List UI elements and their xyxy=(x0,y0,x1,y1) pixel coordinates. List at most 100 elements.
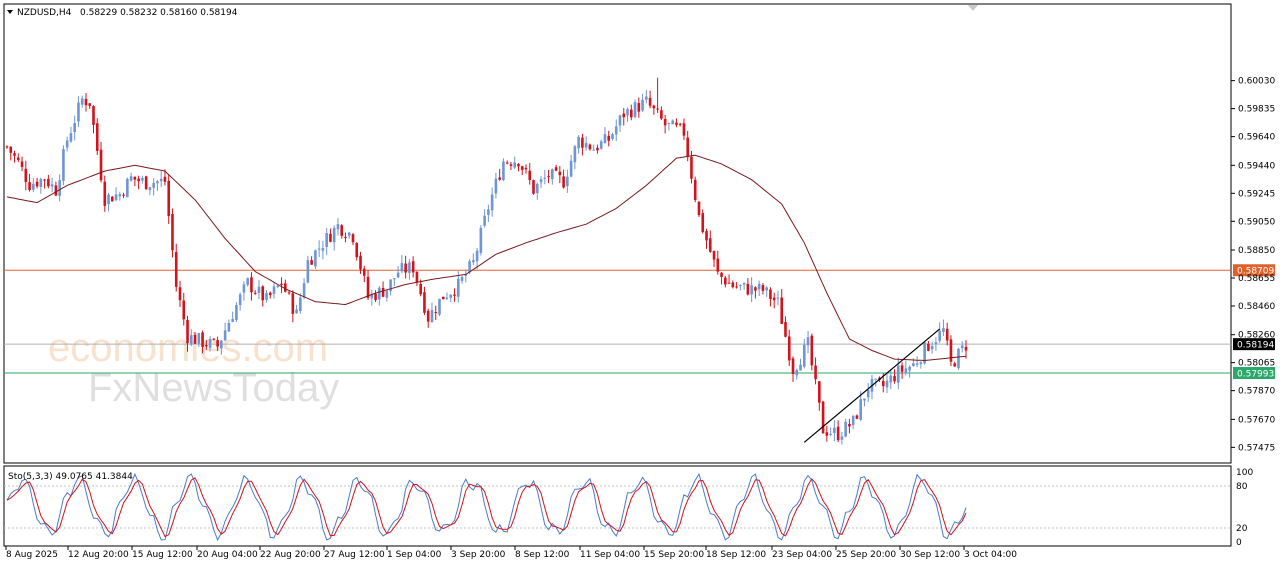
shift-marker-icon[interactable] xyxy=(968,5,978,11)
candle-body xyxy=(468,261,471,273)
candle-body xyxy=(257,286,261,293)
candle-body xyxy=(426,310,430,322)
candle-body xyxy=(24,168,28,182)
stochastic-main-line xyxy=(6,472,967,542)
candle-body xyxy=(701,213,705,233)
stochastic-tick-label: 80 xyxy=(1236,482,1248,492)
candle-body xyxy=(908,366,911,371)
candle-body xyxy=(265,292,268,300)
candle-body xyxy=(472,260,475,263)
time-tick-label: 30 Sep 12:00 xyxy=(900,550,960,560)
time-axis: 8 Aug 2025 12 Aug 20:00 15 Aug 12:00 20 Aug… xyxy=(5,546,1017,560)
candle-body xyxy=(152,182,155,188)
candle-body xyxy=(953,363,957,367)
candle-body xyxy=(438,298,441,315)
stochastic-tick-label: 0 xyxy=(1236,538,1242,548)
candle-body xyxy=(825,432,829,436)
candle-body xyxy=(656,108,659,110)
candle-body xyxy=(163,176,167,182)
candle-body xyxy=(378,287,381,300)
candle-body xyxy=(32,183,35,190)
candle-body xyxy=(347,232,351,236)
candle-body xyxy=(851,415,855,426)
candle-body xyxy=(321,248,325,251)
price-tick-label: 0.57475 xyxy=(1238,443,1275,453)
candle-body xyxy=(370,293,374,299)
candle-body xyxy=(712,251,716,260)
candle-body xyxy=(362,268,366,276)
candle-body xyxy=(332,227,336,243)
candle-body xyxy=(103,181,107,206)
candle-body xyxy=(430,309,434,323)
candle-body xyxy=(934,342,938,345)
candle-body xyxy=(415,271,419,283)
candle-body xyxy=(299,297,302,312)
candle-body xyxy=(945,328,949,341)
candle-body xyxy=(769,289,772,300)
candle-body xyxy=(13,153,16,156)
candle-body xyxy=(50,184,54,187)
candle-body xyxy=(374,293,377,301)
candle-body xyxy=(784,322,787,337)
time-tick-label: 8 Aug 2025 xyxy=(6,550,58,560)
candle-body xyxy=(351,234,355,243)
candle-body xyxy=(652,105,656,109)
candle-body xyxy=(340,225,344,236)
candle-body xyxy=(686,137,690,157)
candle-body xyxy=(829,433,832,435)
candle-body xyxy=(99,149,103,181)
candle-body xyxy=(35,181,39,187)
candle-body xyxy=(535,183,539,194)
stochastic-layer xyxy=(4,472,1231,542)
candle-body xyxy=(562,176,565,188)
candle-body xyxy=(927,343,930,351)
candle-body xyxy=(159,178,163,182)
time-tick-label: 3 Oct 04:00 xyxy=(964,550,1017,560)
candle-body xyxy=(182,300,186,320)
candle-body xyxy=(20,161,24,167)
time-tick-label: 15 Aug 12:00 xyxy=(132,550,193,560)
candle-body xyxy=(678,123,682,125)
candle-body xyxy=(949,339,953,362)
candle-body xyxy=(141,178,144,181)
price-tick-label: 0.57870 xyxy=(1238,387,1275,397)
candle-body xyxy=(174,252,178,287)
candle-body xyxy=(596,147,599,151)
candle-body xyxy=(528,170,532,181)
candle-body xyxy=(810,335,814,366)
candle-body xyxy=(201,332,204,347)
candle-body xyxy=(171,213,174,251)
candle-body xyxy=(818,381,821,403)
time-tick-label: 1 Sep 04:00 xyxy=(387,550,442,560)
candle-body xyxy=(742,282,746,285)
candle-body xyxy=(404,263,407,273)
price-tick-label: 0.59050 xyxy=(1238,217,1275,227)
candle-body xyxy=(189,335,193,345)
chevron-down-icon[interactable] xyxy=(7,10,13,14)
candle-body xyxy=(16,157,20,160)
candle-body xyxy=(114,194,118,200)
candle-body xyxy=(780,297,784,324)
candle-body xyxy=(716,258,720,272)
candle-body xyxy=(126,178,129,198)
candle-body xyxy=(231,319,234,322)
candle-body xyxy=(757,283,761,290)
candle-body xyxy=(490,194,494,211)
candle-body xyxy=(460,276,464,281)
candle-body xyxy=(295,309,298,314)
candle-body xyxy=(682,123,686,136)
moving-average-line xyxy=(6,154,967,362)
candle-body xyxy=(434,312,438,314)
time-tick-label: 12 Aug 20:00 xyxy=(68,550,129,560)
support-tag xyxy=(1233,367,1275,380)
candle-body xyxy=(65,140,69,148)
candle-body xyxy=(893,376,896,382)
candle-body xyxy=(517,163,520,167)
candle-body xyxy=(964,346,968,351)
stochastic-axis: 100 80 20 0 xyxy=(1236,468,1253,548)
candle-body xyxy=(806,337,810,346)
symbol-label: NZDUSD,H4 xyxy=(17,8,72,18)
candle-body xyxy=(791,358,795,375)
candle-body xyxy=(205,345,208,347)
candle-body xyxy=(291,293,295,314)
